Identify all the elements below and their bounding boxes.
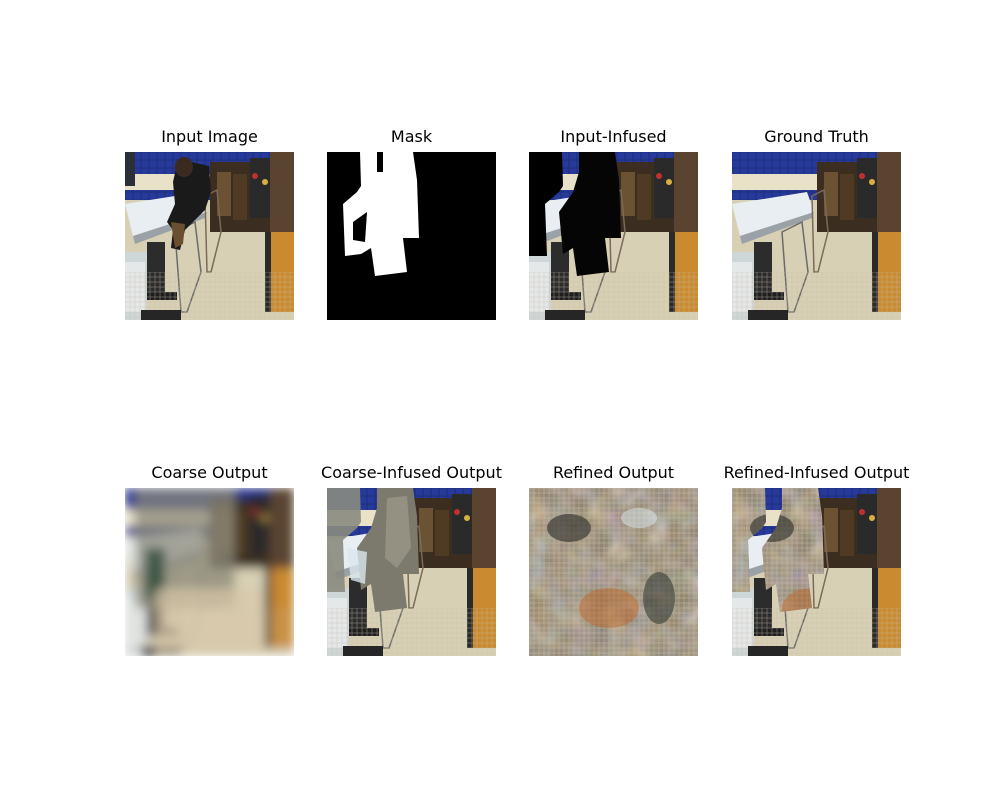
panel-title: Refined-Infused Output — [723, 463, 910, 482]
refined-infused-output-image-svg — [732, 488, 901, 656]
ground-truth-image-svg — [732, 152, 901, 320]
input-image — [125, 152, 294, 320]
mask-image — [327, 152, 496, 320]
coarse-output-image-svg — [125, 488, 294, 656]
panel-title: Coarse-Infused Output — [321, 463, 502, 482]
input-infused-image — [529, 152, 698, 320]
panel-title: Refined Output — [552, 463, 675, 482]
coarse-output-image — [125, 488, 294, 656]
panel-title: Mask — [390, 127, 433, 146]
mask-image-svg — [327, 152, 496, 320]
coarse-infused-output-image-svg — [327, 488, 496, 656]
panel-title: Coarse Output — [151, 463, 268, 482]
panel-title: Input Image — [161, 127, 258, 146]
refined-output-image-svg — [529, 488, 698, 656]
input-infused-image-svg — [529, 152, 698, 320]
input-image-svg — [125, 152, 294, 320]
refined-infused-output-image — [732, 488, 901, 656]
ground-truth-image — [732, 152, 901, 320]
refined-output-image — [529, 488, 698, 656]
panel-title: Ground Truth — [764, 127, 869, 146]
coarse-infused-output-image — [327, 488, 496, 656]
panel-title: Input-Infused — [560, 127, 667, 146]
